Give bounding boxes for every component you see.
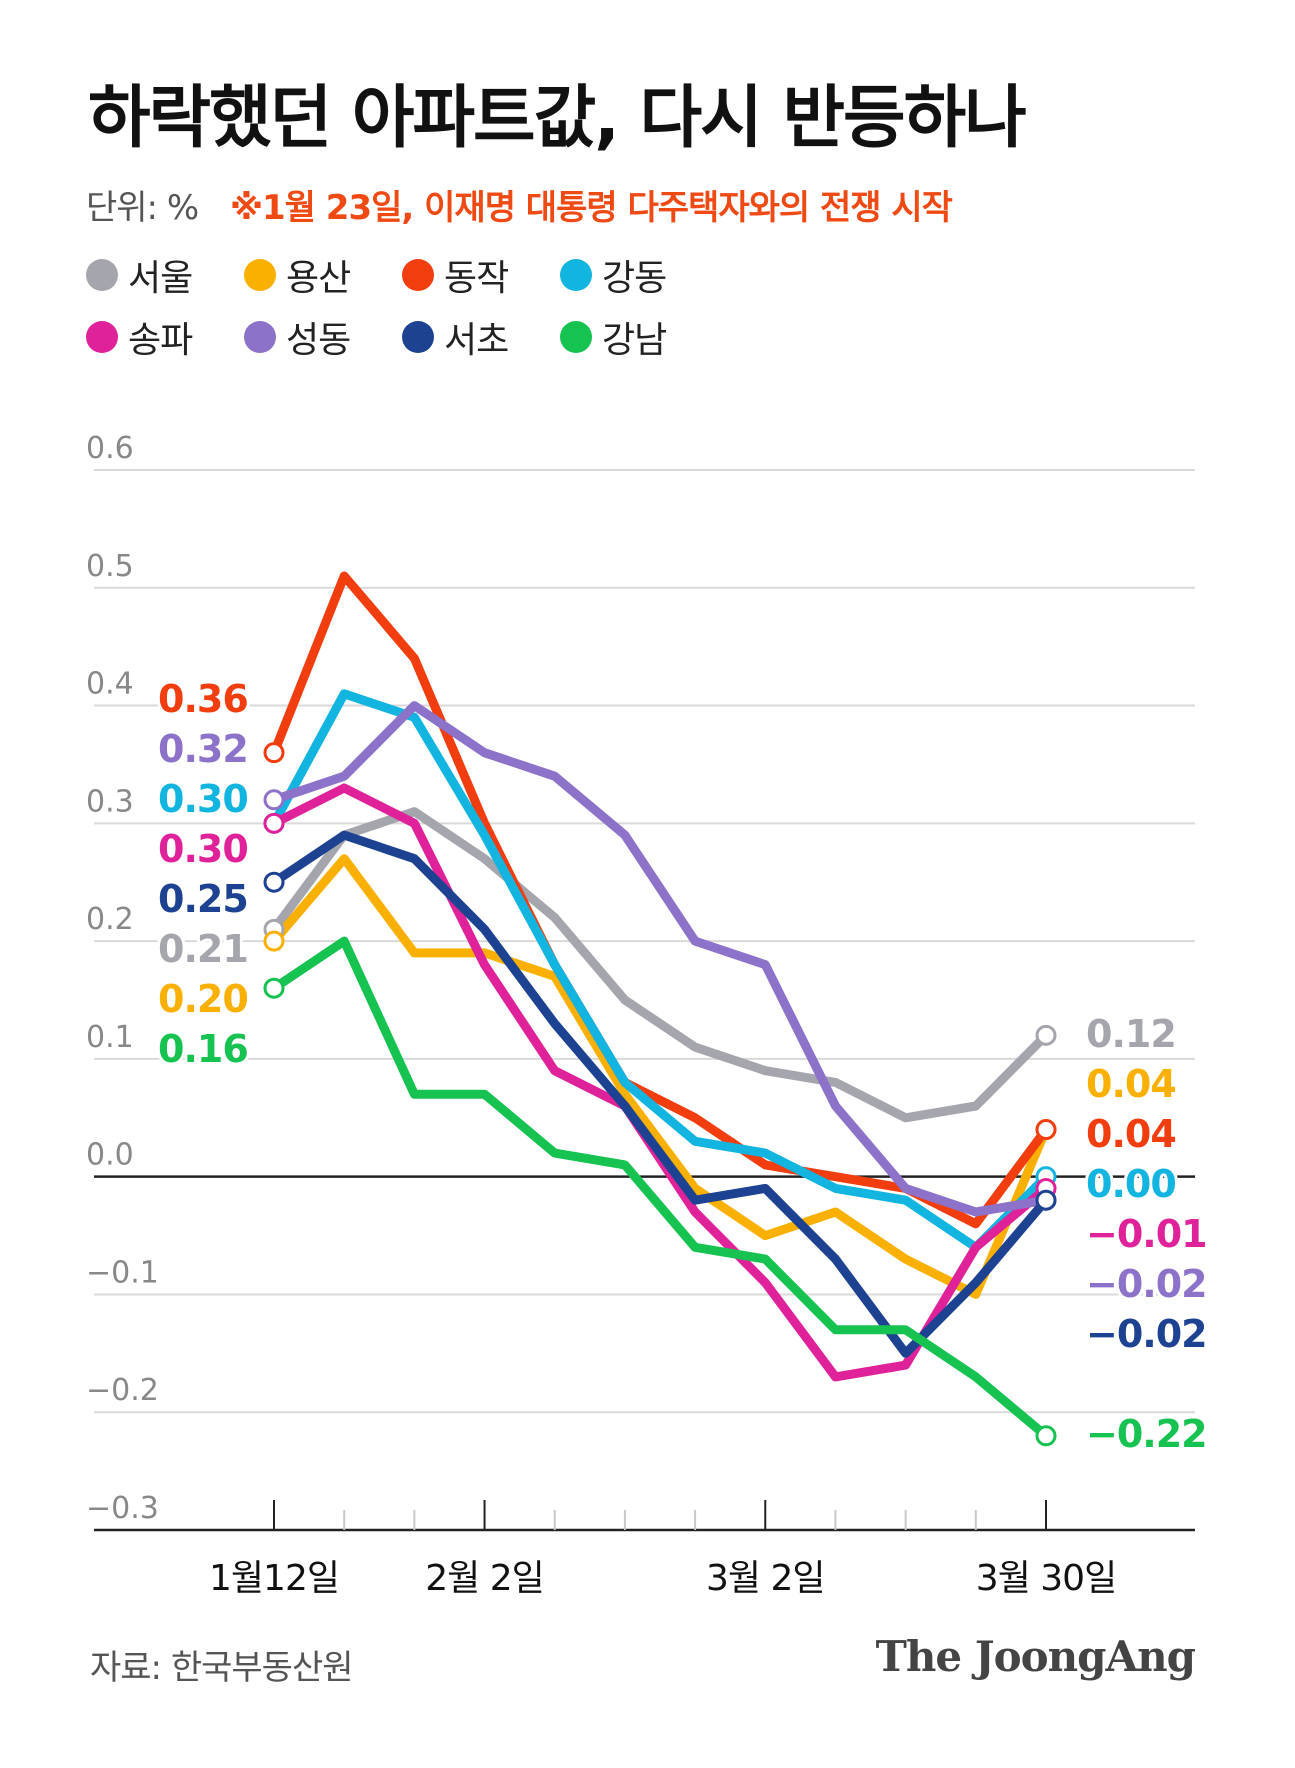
y-tick-label: −0.3 (86, 1491, 159, 1526)
y-tick-label: −0.2 (86, 1373, 159, 1408)
legend-label: 성동 (286, 320, 351, 361)
series-line-서울 (269, 807, 1051, 1123)
event-note: ※1월 23일, 이재명 대통령 다주택자와의 전쟁 시작 (229, 188, 953, 228)
end-value-label-강남: −0.22 (1086, 1412, 1207, 1456)
y-tick-label: 0.6 (86, 431, 134, 466)
y-tick-label: 0.3 (86, 784, 134, 819)
legend-label: 용산 (286, 258, 351, 299)
legend-label: 서초 (444, 320, 509, 361)
start-point-송파 (263, 812, 285, 834)
start-value-label-성동: 0.32 (158, 727, 248, 771)
start-point-강남 (263, 977, 285, 999)
end-value-label-송파: −0.01 (1086, 1212, 1207, 1256)
legend-dot-icon (560, 259, 592, 291)
x-tick-label: 3월 30일 (976, 1558, 1116, 1599)
start-value-label-용산: 0.20 (158, 977, 248, 1021)
series-line-동작 (269, 571, 1051, 1229)
y-tick-label: 0.2 (86, 902, 134, 937)
legend-item-동작: 동작 (402, 254, 560, 299)
series-line-성동 (269, 701, 1051, 1217)
label-layer: 0.36 0.32 0.30 0.30 0.25 0.21 0.20 0.16 0.12 0.04… (155, 674, 1211, 1459)
grid-layer (94, 469, 1195, 1532)
legend-dot-icon (560, 321, 592, 353)
brand-logo: The JoongAng (875, 1632, 1196, 1681)
end-value-label-동작: 0.04 (1086, 1112, 1176, 1156)
legend-item-송파: 송파 (86, 316, 244, 361)
legend-label: 강남 (602, 320, 667, 361)
end-point-서울 (1035, 1024, 1057, 1046)
end-point-강남 (1035, 1425, 1057, 1447)
series-line-송파 (269, 783, 1051, 1382)
end-value-label-서울: 0.12 (1086, 1012, 1176, 1056)
start-point-용산 (263, 930, 285, 952)
y-tick-label: 0.5 (86, 549, 134, 584)
end-point-서초 (1035, 1189, 1057, 1211)
legend-label: 동작 (444, 258, 509, 299)
page-title: 하락했던 아파트값, 다시 반등하나 (88, 79, 1027, 158)
start-point-서초 (263, 871, 285, 893)
end-point-동작 (1035, 1119, 1057, 1141)
legend-item-용산: 용산 (244, 254, 402, 299)
legend-dot-icon (86, 321, 118, 353)
legend-item-성동: 성동 (244, 316, 402, 361)
axis-layer: 0.6 0.5 0.4 0.3 0.2 0.1 0.0 −0.1 −0.2 −0.3 1월12일 2월… (86, 431, 1117, 1599)
x-tick-label: 3월 2일 (706, 1558, 825, 1599)
subtitle-line: 단위: % ※1월 23일, 이재명 대통령 다주택자와의 전쟁 시작 (86, 180, 953, 229)
start-point-동작 (263, 742, 285, 764)
y-tick-label: 0.1 (86, 1020, 134, 1055)
legend-item-강남: 강남 (560, 316, 718, 361)
x-tick-label: 1월12일 (209, 1558, 339, 1599)
end-value-label-서초: −0.02 (1086, 1312, 1207, 1356)
end-value-label-강동: 0.00 (1086, 1162, 1176, 1206)
start-value-label-강동: 0.30 (158, 777, 248, 821)
end-value-label-성동: −0.02 (1086, 1262, 1207, 1306)
end-value-label-용산: 0.04 (1086, 1062, 1176, 1106)
unit-label: 단위: % (86, 188, 199, 228)
y-tick-label: −0.1 (86, 1255, 159, 1290)
series-line-용산 (269, 854, 1051, 1299)
source-note: 자료: 한국부동산원 (90, 1648, 354, 1688)
legend-label: 강동 (602, 258, 667, 299)
start-value-label-서울: 0.21 (158, 927, 248, 971)
legend-item-강동: 강동 (560, 254, 718, 299)
start-point-성동 (263, 789, 285, 811)
legend-dot-icon (86, 259, 118, 291)
legend-item-서초: 서초 (402, 316, 560, 361)
start-value-label-서초: 0.25 (158, 877, 248, 921)
legend-dot-icon (244, 321, 276, 353)
start-value-label-송파: 0.30 (158, 827, 248, 871)
legend-label: 서울 (128, 258, 193, 299)
x-tick-label: 2월 2일 (425, 1558, 544, 1599)
start-value-label-동작: 0.36 (158, 677, 248, 721)
y-tick-label: 0.4 (86, 667, 134, 702)
legend-label: 송파 (128, 320, 193, 361)
start-value-label-강남: 0.16 (158, 1027, 248, 1071)
series-line-강남 (269, 936, 1051, 1441)
legend-dot-icon (402, 259, 434, 291)
legend-item-서울: 서울 (86, 254, 244, 299)
line-chart: 0.6 0.5 0.4 0.3 0.2 0.1 0.0 −0.1 −0.2 −0.3 1월12일 2월… (86, 431, 1211, 1599)
y-tick-label: 0.0 (86, 1138, 134, 1173)
legend-dot-icon (244, 259, 276, 291)
series-layer (263, 571, 1057, 1447)
legend-dot-icon (402, 321, 434, 353)
